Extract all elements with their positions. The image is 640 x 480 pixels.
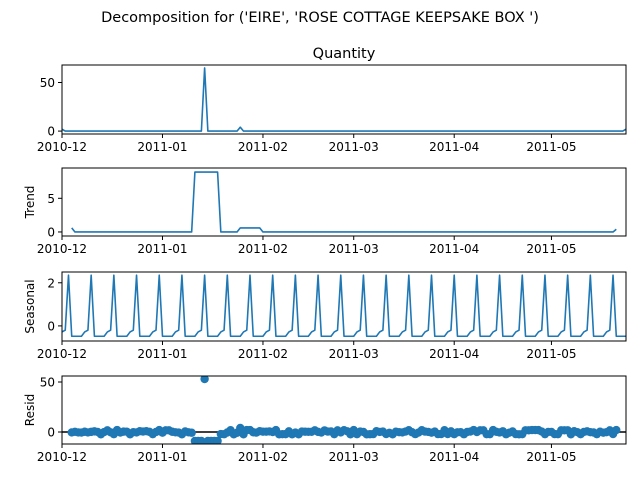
x-tick-label: 2011-02 [238,140,288,154]
plot-area [62,274,626,338]
subplot-4: Resid 0 50 2010-12 2011-01 2011-02 2011-03 2011… [23,375,627,464]
y-tick-label: 5 [47,192,55,206]
x-tick-label: 2011-03 [329,242,379,256]
x-tick-label: 2011-01 [137,347,187,361]
axes-frame [61,375,627,445]
y-tick-label: 0 [47,225,55,239]
x-tick-label: 2011-03 [329,450,379,464]
x-tick-label: 2010-12 [37,450,87,464]
plot-area [62,376,626,444]
x-tick-label: 2011-05 [526,450,576,464]
axes-frame [61,167,627,237]
x-tick-label: 2011-04 [429,450,479,464]
subplot-3: Seasonal 0 2 2010-12 2011-01 2011-02 2011-03 20… [23,271,627,361]
seasonal-line [62,274,626,338]
x-tick-label: 2011-02 [238,242,288,256]
y-tick-label: 50 [40,376,55,390]
residual-point [187,428,196,437]
x-tick-label: 2010-12 [37,347,87,361]
y-tick-label: 50 [40,76,55,90]
subplot-1: Quantity 0 50 2010-12 2011-01 2011-02 2011-03 2… [37,46,627,154]
y-axis-label: Trend [23,186,37,220]
x-tick-label: 2011-02 [238,347,288,361]
x-tick-label: 2011-01 [137,140,187,154]
x-tick-label: 2011-02 [238,450,288,464]
x-tick-label: 2011-05 [526,140,576,154]
y-tick-label: 2 [47,276,55,290]
residual-point [213,436,222,444]
residual-point [236,423,245,433]
x-tick-label: 2011-03 [329,347,379,361]
x-tick-label: 2011-05 [526,347,576,361]
x-tick-label: 2011-04 [429,242,479,256]
x-tick-label: 2011-04 [429,347,479,361]
axes-frame [61,271,627,342]
series-line [71,171,617,233]
axes-frame [61,64,627,135]
x-tick-label: 2011-04 [429,140,479,154]
plot-area [71,171,617,233]
y-axis-label: Seasonal [23,279,37,333]
figure-suptitle: Decomposition for ('EIRE', 'ROSE COTTAGE… [101,10,539,26]
plot-area [62,67,626,132]
residual-point [612,425,621,435]
subplot-title: Quantity [313,46,376,62]
residual-point [200,376,209,384]
x-tick-label: 2010-12 [37,140,87,154]
x-tick-label: 2011-05 [526,242,576,256]
y-tick-label: 0 [47,426,55,440]
series-line [62,67,626,132]
x-tick-label: 2011-01 [137,450,187,464]
subplot-2: Trend 0 5 2010-12 2011-01 2011-02 2011-03 2011-… [23,167,627,256]
x-tick-label: 2011-03 [329,140,379,154]
y-tick-label: 0 [47,319,55,333]
y-axis-label: Resid [23,394,37,426]
x-tick-label: 2011-01 [137,242,187,256]
y-tick-label: 0 [47,125,55,139]
residual-point [197,436,206,444]
x-tick-label: 2010-12 [37,242,87,256]
